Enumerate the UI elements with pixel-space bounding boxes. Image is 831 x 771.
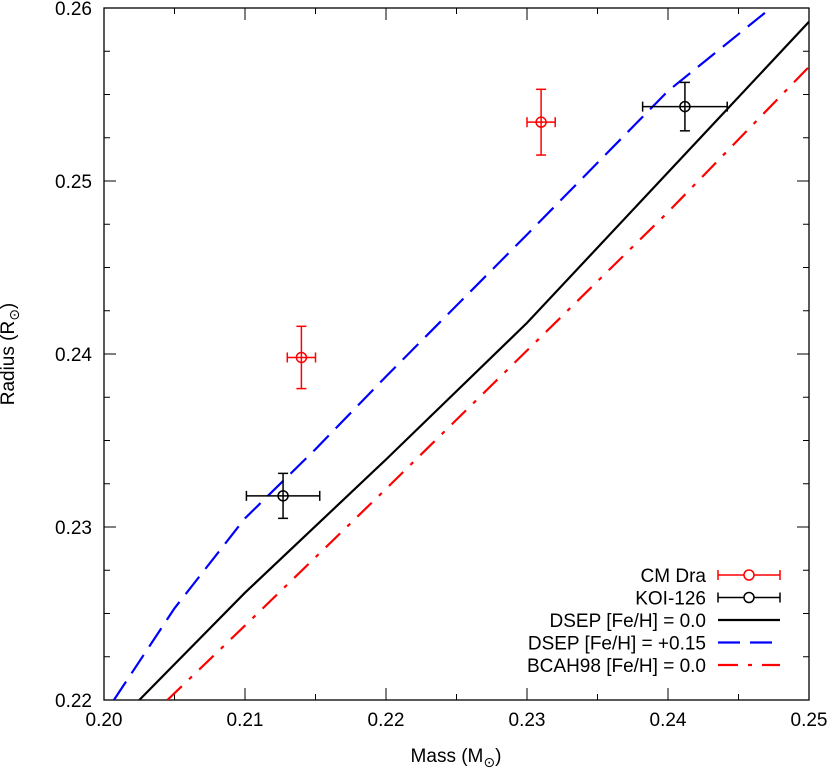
- legend-label: BCAH98 [Fe/H] = 0.0: [527, 656, 706, 677]
- data-point-marker: [679, 100, 691, 113]
- error-point: [286, 325, 317, 390]
- legend-label: KOI-126: [635, 589, 706, 610]
- y-tick-label: 0.24: [55, 345, 92, 366]
- x-tick-label: 0.23: [509, 710, 546, 731]
- x-tick-label: 0.20: [86, 710, 123, 731]
- legend-point-sample: [717, 591, 781, 604]
- data-points: [245, 81, 728, 520]
- error-point: [641, 81, 728, 132]
- legend-point-sample: [717, 569, 781, 581]
- x-axis-label: Mass (M⊙): [411, 746, 502, 770]
- x-tick-label: 0.21: [227, 710, 264, 731]
- y-axis-label: Radius (R⊙): [0, 303, 22, 406]
- axis-ticks: 0.20 0.21 0.22 0.23 0.24 0.25 0.22 0.23 0.24 0.25…: [55, 0, 827, 731]
- series-line: [138, 21, 809, 700]
- series-line: [166, 66, 809, 700]
- y-tick-label: 0.26: [55, 0, 92, 20]
- x-tick-label: 0.22: [368, 710, 405, 731]
- legend-label: DSEP [Fe/H] = +0.15: [528, 634, 706, 655]
- y-tick-label: 0.25: [55, 172, 92, 193]
- data-point-marker: [295, 351, 308, 364]
- y-tick-label: 0.22: [55, 691, 92, 712]
- legend-label: CM Dra: [641, 566, 707, 587]
- series-line: [112, 8, 772, 700]
- data-point-marker: [277, 490, 289, 502]
- legend-label: DSEP [Fe/H] = 0.0: [550, 611, 706, 632]
- data-point-marker: [535, 116, 547, 128]
- model-lines: [112, 8, 809, 700]
- error-point: [526, 88, 556, 156]
- error-point: [245, 472, 321, 520]
- y-tick-label: 0.23: [55, 518, 92, 539]
- x-tick-label: 0.25: [791, 710, 828, 731]
- legend-marker: [743, 569, 755, 581]
- legend-marker: [743, 591, 755, 604]
- x-tick-label: 0.24: [650, 710, 687, 731]
